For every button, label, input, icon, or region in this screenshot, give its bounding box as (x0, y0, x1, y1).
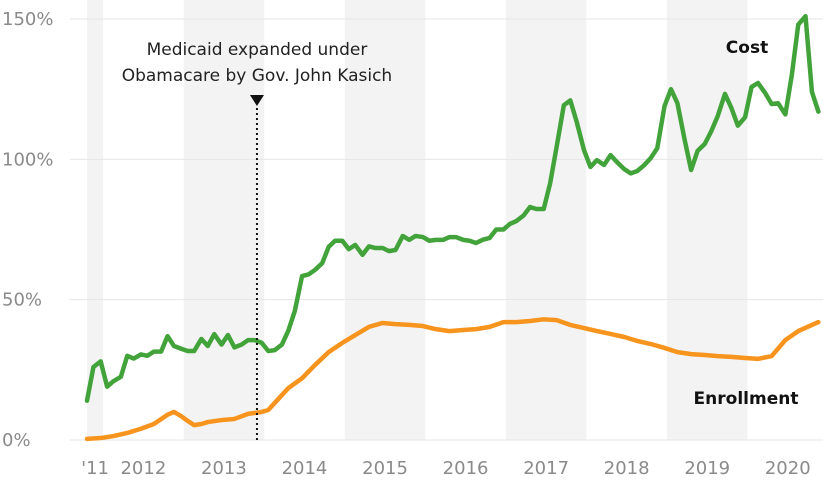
x-tick-label: 2018 (604, 458, 650, 479)
y-tick-label: 0% (2, 430, 31, 451)
series-line (84, 13, 821, 403)
y-tick-label: 150% (2, 9, 53, 30)
year-band (87, 0, 104, 440)
series-label: Cost (726, 38, 768, 58)
x-tick-label: 2013 (201, 458, 247, 479)
x-tick-label: 2020 (765, 458, 811, 479)
x-tick-label: 2012 (120, 458, 166, 479)
x-tick-label: '11 (81, 458, 109, 479)
series-line (84, 317, 821, 442)
y-tick-label: 50% (2, 290, 42, 311)
annotation-text: Obamacare by Gov. John Kasich (122, 66, 393, 86)
x-tick-label: 2016 (443, 458, 489, 479)
x-tick-label: 2014 (282, 458, 328, 479)
x-tick-label: 2017 (523, 458, 569, 479)
annotation-text: Medicaid expanded under (147, 40, 368, 60)
x-tick-label: 2019 (684, 458, 730, 479)
series-label: Enrollment (694, 389, 799, 409)
year-band (183, 0, 265, 440)
year-band (666, 0, 748, 440)
year-band (344, 0, 426, 440)
y-tick-label: 100% (2, 149, 53, 170)
annotation-arrow (249, 95, 264, 106)
x-tick-label: 2015 (362, 458, 408, 479)
